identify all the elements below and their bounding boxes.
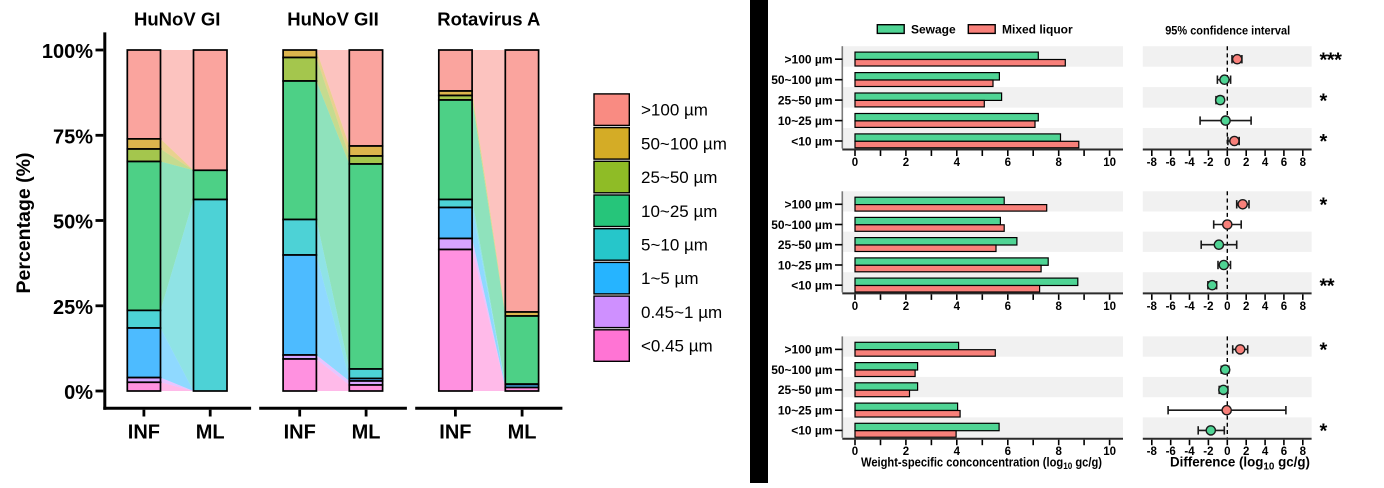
svg-text:Weight-specific conconcentrati: Weight-specific conconcentration (log10 … — [861, 455, 1102, 473]
svg-text:<10 µm: <10 µm — [791, 279, 832, 293]
svg-text:4: 4 — [954, 446, 961, 458]
svg-text:8: 8 — [1300, 301, 1307, 313]
svg-text:2: 2 — [1243, 301, 1249, 313]
svg-text:*: * — [1320, 340, 1328, 362]
svg-text:2: 2 — [903, 446, 909, 458]
svg-text:ML: ML — [508, 422, 537, 444]
svg-text:HuNoV GI: HuNoV GI — [134, 9, 220, 30]
svg-text:4: 4 — [954, 157, 961, 169]
svg-text:25~50 µm: 25~50 µm — [778, 383, 833, 397]
svg-text:*: * — [1320, 195, 1328, 217]
svg-text:50~100 µm: 50~100 µm — [771, 363, 832, 377]
svg-text:0: 0 — [852, 446, 858, 458]
svg-text:*: * — [1320, 90, 1328, 112]
svg-text:-8: -8 — [1147, 301, 1158, 313]
svg-text:6: 6 — [1005, 446, 1011, 458]
svg-text:Sewage: Sewage — [911, 23, 956, 37]
svg-text:>100 µm: >100 µm — [641, 101, 708, 120]
svg-text:100%: 100% — [42, 41, 93, 63]
svg-text:50~100 µm: 50~100 µm — [771, 73, 832, 87]
svg-text:25%: 25% — [53, 297, 93, 319]
svg-text:10~25 µm: 10~25 µm — [778, 258, 833, 272]
svg-text:>100 µm: >100 µm — [785, 53, 833, 67]
svg-text:95% confidence interval: 95% confidence interval — [1165, 24, 1290, 38]
svg-text:*: * — [1320, 421, 1328, 443]
svg-text:HuNoV GII: HuNoV GII — [287, 9, 378, 30]
svg-text:4: 4 — [1262, 301, 1269, 313]
svg-text:INF: INF — [439, 422, 471, 444]
svg-text:Mixed liquor: Mixed liquor — [1002, 23, 1073, 37]
svg-text:2: 2 — [903, 157, 909, 169]
svg-text:10~25 µm: 10~25 µm — [641, 202, 717, 221]
svg-text:Difference (log10 gc/g): Difference (log10 gc/g) — [1170, 455, 1310, 473]
svg-text:-4: -4 — [1184, 157, 1195, 169]
svg-text:6: 6 — [1005, 157, 1011, 169]
svg-text:25~50 µm: 25~50 µm — [778, 93, 833, 107]
svg-text:0: 0 — [852, 157, 858, 169]
svg-text:-8: -8 — [1147, 157, 1158, 169]
svg-text:4: 4 — [1262, 157, 1269, 169]
svg-text:8: 8 — [1300, 157, 1307, 169]
svg-text:4: 4 — [1262, 446, 1269, 458]
svg-text:5~10 µm: 5~10 µm — [641, 236, 708, 255]
svg-text:0%: 0% — [64, 382, 93, 404]
svg-text:50~100 µm: 50~100 µm — [641, 134, 727, 153]
svg-text:10: 10 — [1103, 301, 1116, 313]
svg-text:Percentage (%): Percentage (%) — [14, 153, 35, 294]
svg-text:0: 0 — [1224, 157, 1230, 169]
svg-text:8: 8 — [1055, 446, 1062, 458]
svg-text:4: 4 — [954, 301, 961, 313]
svg-text:8: 8 — [1300, 446, 1307, 458]
svg-text:>100 µm: >100 µm — [785, 198, 833, 212]
svg-text:<10 µm: <10 µm — [791, 424, 832, 438]
svg-text:6: 6 — [1281, 446, 1287, 458]
svg-text:8: 8 — [1055, 301, 1062, 313]
svg-text:>100 µm: >100 µm — [785, 343, 833, 357]
svg-text:-2: -2 — [1203, 157, 1213, 169]
svg-text:INF: INF — [284, 422, 316, 444]
svg-text:-8: -8 — [1147, 446, 1158, 458]
svg-text:1~5 µm: 1~5 µm — [641, 269, 699, 288]
svg-text:***: *** — [1320, 49, 1343, 71]
svg-text:50~100 µm: 50~100 µm — [771, 218, 832, 232]
svg-text:25~50 µm: 25~50 µm — [641, 168, 717, 187]
svg-text:0: 0 — [852, 301, 858, 313]
svg-text:2: 2 — [903, 301, 909, 313]
svg-text:0: 0 — [1224, 301, 1230, 313]
svg-text:INF: INF — [128, 422, 160, 444]
svg-text:25~50 µm: 25~50 µm — [778, 238, 833, 252]
svg-text:-2: -2 — [1203, 301, 1213, 313]
svg-text:10: 10 — [1103, 446, 1116, 458]
svg-text:10~25 µm: 10~25 µm — [778, 114, 833, 128]
svg-text:50%: 50% — [53, 212, 93, 234]
svg-text:-6: -6 — [1166, 301, 1176, 313]
svg-text:*: * — [1320, 131, 1328, 153]
svg-text:10~25 µm: 10~25 µm — [778, 404, 833, 418]
svg-text:-4: -4 — [1184, 446, 1195, 458]
svg-text:Rotavirus A: Rotavirus A — [437, 9, 540, 30]
svg-text:-2: -2 — [1203, 446, 1213, 458]
svg-text:2: 2 — [1243, 157, 1249, 169]
svg-text:8: 8 — [1055, 157, 1062, 169]
svg-text:-6: -6 — [1166, 157, 1176, 169]
svg-text:6: 6 — [1281, 157, 1287, 169]
svg-text:6: 6 — [1281, 301, 1287, 313]
svg-text:-6: -6 — [1166, 446, 1176, 458]
svg-text:6: 6 — [1005, 301, 1011, 313]
svg-text:0.45~1 µm: 0.45~1 µm — [641, 303, 722, 322]
svg-text:2: 2 — [1243, 446, 1249, 458]
svg-text:-4: -4 — [1184, 301, 1195, 313]
svg-text:**: ** — [1320, 275, 1335, 297]
svg-text:0: 0 — [1224, 446, 1230, 458]
svg-text:ML: ML — [352, 422, 381, 444]
svg-text:10: 10 — [1103, 157, 1116, 169]
svg-text:<0.45 µm: <0.45 µm — [641, 337, 713, 356]
svg-text:ML: ML — [196, 422, 225, 444]
svg-text:<10 µm: <10 µm — [791, 134, 832, 148]
svg-text:75%: 75% — [53, 126, 93, 148]
